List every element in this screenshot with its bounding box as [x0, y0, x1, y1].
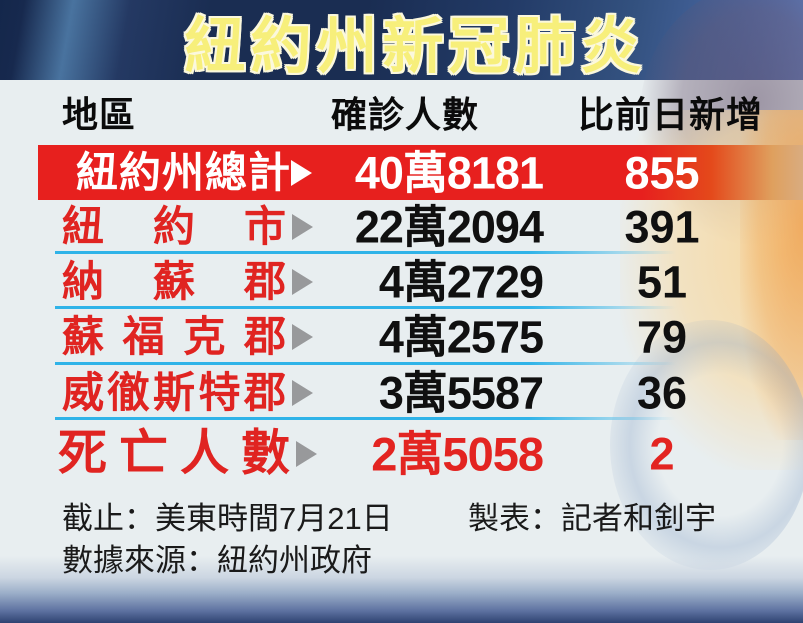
- region-char: 斯: [152, 368, 195, 416]
- region-char: 約: [152, 203, 195, 250]
- daily-increase: 36: [636, 367, 688, 418]
- region-char: 紐: [62, 203, 105, 250]
- table-row: 蘇福克郡 4萬2575 79: [0, 309, 803, 365]
- confirmed-count: 40萬8181: [354, 147, 544, 198]
- region-char: 州: [161, 148, 204, 196]
- page-title: 紐約州新冠肺炎: [184, 11, 647, 80]
- header-increase: 比前日新增: [578, 94, 764, 135]
- region-char: 總: [204, 148, 247, 196]
- arrow-right-icon: [292, 268, 313, 295]
- region-char: 徹: [107, 368, 150, 416]
- region-char: 紐: [76, 148, 119, 196]
- confirmed-count: 22萬2094: [354, 201, 544, 253]
- region-char: 郡: [243, 257, 286, 305]
- region-name: 納蘇郡: [62, 257, 286, 305]
- region-char: 郡: [243, 313, 286, 360]
- table-row: 納蘇郡 4萬2729 51: [0, 254, 803, 309]
- region-name: 紐約 市: [62, 206, 286, 248]
- daily-increase: 391: [624, 201, 700, 253]
- daily-increase: 855: [624, 147, 700, 198]
- region-name: 蘇福克郡: [62, 316, 286, 358]
- table-header-row: 地區 確診人數 比前日新增: [0, 88, 803, 142]
- region-char: 亡: [118, 426, 168, 481]
- table-row: 紐約州總計 40萬8181 855: [0, 145, 803, 200]
- arrow-right-icon: [292, 214, 313, 240]
- region-char: 福: [122, 313, 165, 360]
- region-char: 納: [62, 257, 105, 305]
- bottom-gradient-band: [0, 556, 803, 623]
- region-char: 郡: [243, 368, 286, 416]
- region-char: 特: [198, 368, 241, 416]
- region-char: 蘇: [152, 257, 195, 305]
- arrow-right-icon: [292, 324, 313, 350]
- source-note: 數據來源：紐約州政府: [62, 543, 372, 578]
- arrow-right-icon: [296, 441, 317, 467]
- region-char: 數: [240, 426, 290, 481]
- region-name: 威徹斯特郡: [62, 368, 286, 416]
- region-char: 克: [183, 313, 226, 360]
- daily-increase: 79: [636, 311, 688, 363]
- confirmed-count: 2萬5058: [371, 427, 544, 481]
- region-name: 紐約州總計: [76, 148, 290, 196]
- arrow-right-icon: [291, 159, 312, 186]
- cutoff-note: 截止：美東時間7月21日: [62, 501, 393, 536]
- daily-increase: 51: [636, 256, 688, 307]
- header-confirmed: 確診人數: [331, 94, 480, 135]
- region-char: 威: [62, 368, 105, 416]
- region-char: 蘇: [62, 313, 105, 360]
- daily-increase: 2: [649, 428, 675, 480]
- region-name: 死亡人數: [58, 426, 290, 481]
- region-char: 約: [118, 148, 161, 196]
- confirmed-count: 4萬2575: [378, 311, 544, 363]
- table-row: 威徹斯特郡 3萬5587 36: [0, 365, 803, 420]
- region-char: 市: [243, 203, 286, 250]
- region-char: 人: [179, 426, 229, 481]
- arrow-right-icon: [292, 379, 313, 406]
- region-char: 計: [247, 148, 290, 196]
- region-char: 死: [58, 426, 108, 481]
- confirmed-count: 4萬2729: [378, 256, 544, 307]
- credit-note: 製表：記者和釗宇: [468, 501, 716, 536]
- table-row: 死亡人數 2萬5058 2: [0, 420, 803, 488]
- header-region: 地區: [62, 94, 137, 135]
- confirmed-count: 3萬5587: [378, 367, 544, 418]
- table-row: 紐約 市 22萬2094 391: [0, 200, 803, 254]
